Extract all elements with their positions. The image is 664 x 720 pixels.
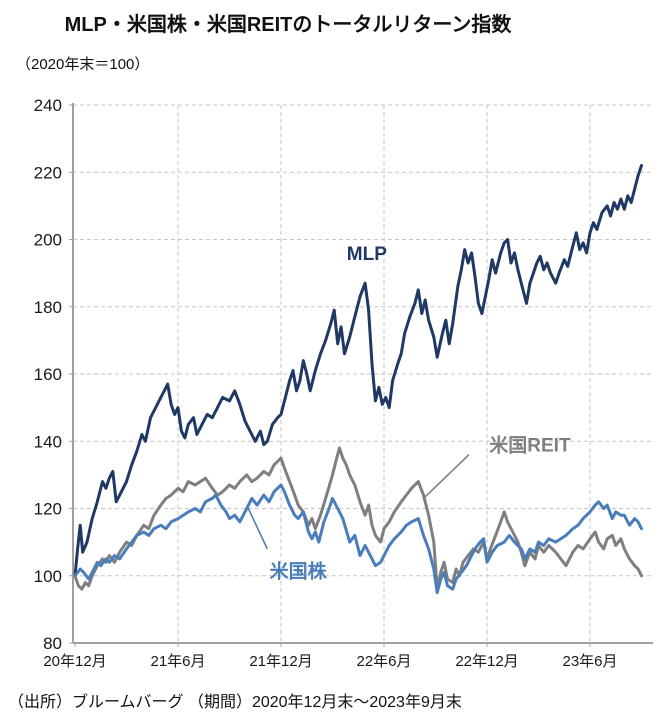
chart-index-note: （2020年末＝100） <box>16 56 150 73</box>
y-tick-label: 140 <box>34 432 62 451</box>
y-tick-label: 180 <box>34 298 62 317</box>
x-tick-label: 22年6月 <box>356 653 411 670</box>
y-tick-label: 80 <box>43 634 62 653</box>
y-tick-label: 160 <box>34 365 62 384</box>
x-tick-label: 22年12月 <box>455 653 518 670</box>
y-tick-label: 200 <box>34 231 62 250</box>
x-tick-label: 21年12月 <box>249 653 312 670</box>
series-line-MLP <box>73 164 643 578</box>
series-label-MLP: MLP <box>347 244 387 265</box>
series-line-米国株 <box>73 483 643 595</box>
chart-source-note: （出所）ブルームバーグ （期間）2020年12月末～2023年9月末 <box>8 694 462 711</box>
series-leader-line-米国株 <box>246 506 268 550</box>
series-label-米国株: 米国株 <box>270 560 328 583</box>
series-line-米国REIT <box>73 446 643 591</box>
series-label-米国REIT: 米国REIT <box>489 434 571 457</box>
y-tick-label: 220 <box>34 163 62 182</box>
y-tick-label: 120 <box>34 500 62 519</box>
x-tick-label: 20年12月 <box>43 653 106 670</box>
y-tick-label: 240 <box>34 96 62 115</box>
line-chart: 80 100 120 140 160 180 200 220 240 20年12月 21年6月 21年… <box>34 96 653 670</box>
x-tick-label: 23年6月 <box>562 653 617 670</box>
x-tick-label: 21年6月 <box>150 653 205 670</box>
y-tick-label: 100 <box>34 567 62 586</box>
chart-title: MLP・米国株・米国REITのトータルリターン指数 <box>64 14 512 36</box>
series-leader-line-米国REIT <box>422 454 470 499</box>
